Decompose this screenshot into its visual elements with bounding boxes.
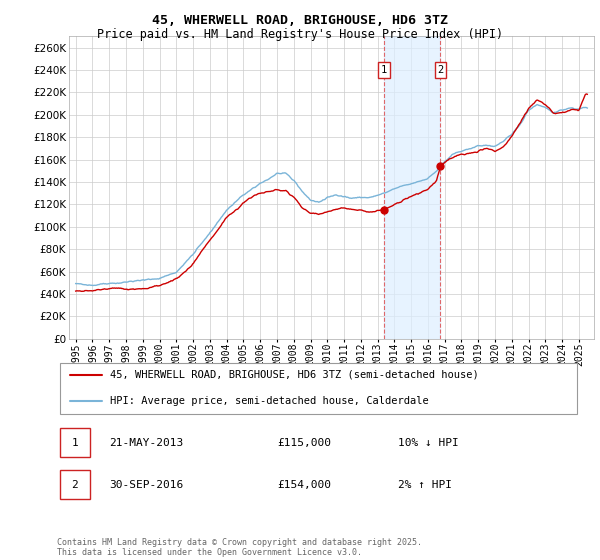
Text: 2: 2	[71, 480, 78, 490]
Text: 21-MAY-2013: 21-MAY-2013	[110, 438, 184, 448]
Text: 45, WHERWELL ROAD, BRIGHOUSE, HD6 3TZ: 45, WHERWELL ROAD, BRIGHOUSE, HD6 3TZ	[152, 14, 448, 27]
Text: 2: 2	[437, 65, 443, 75]
Text: Price paid vs. HM Land Registry's House Price Index (HPI): Price paid vs. HM Land Registry's House …	[97, 28, 503, 41]
Text: 2% ↑ HPI: 2% ↑ HPI	[398, 480, 452, 490]
Text: £154,000: £154,000	[277, 480, 331, 490]
Text: Contains HM Land Registry data © Crown copyright and database right 2025.
This d: Contains HM Land Registry data © Crown c…	[57, 538, 422, 557]
Text: 10% ↓ HPI: 10% ↓ HPI	[398, 438, 459, 448]
Bar	[384, 36, 440, 339]
Text: £115,000: £115,000	[277, 438, 331, 448]
FancyBboxPatch shape	[59, 362, 577, 414]
Text: 1: 1	[71, 438, 78, 448]
Text: 45, WHERWELL ROAD, BRIGHOUSE, HD6 3TZ (semi-detached house): 45, WHERWELL ROAD, BRIGHOUSE, HD6 3TZ (s…	[110, 370, 478, 380]
Text: 1: 1	[381, 65, 387, 75]
Text: HPI: Average price, semi-detached house, Calderdale: HPI: Average price, semi-detached house,…	[110, 396, 428, 406]
FancyBboxPatch shape	[59, 428, 90, 458]
FancyBboxPatch shape	[59, 470, 90, 500]
Text: 30-SEP-2016: 30-SEP-2016	[110, 480, 184, 490]
